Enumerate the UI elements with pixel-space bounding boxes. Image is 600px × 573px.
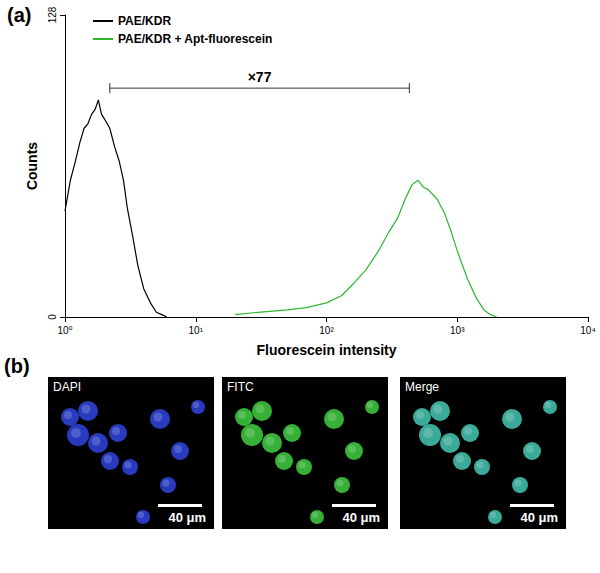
- svg-text:10¹: 10¹: [189, 325, 204, 336]
- svg-text:×77: ×77: [248, 69, 272, 85]
- html-text:40 μm: 40 μm: [168, 510, 206, 525]
- svg-text:Counts: Counts: [24, 142, 40, 190]
- html-text:FITC: FITC: [227, 380, 254, 394]
- svg-text:10⁰: 10⁰: [57, 325, 72, 336]
- svg-text:10³: 10³: [450, 325, 465, 336]
- svg-text:PAE/KDR + Apt-fluorescein: PAE/KDR + Apt-fluorescein: [118, 32, 272, 46]
- svg-text:10²: 10²: [319, 325, 334, 336]
- html-text:40 μm: 40 μm: [342, 510, 380, 525]
- svg-text:Fluorescein intensity: Fluorescein intensity: [256, 342, 396, 358]
- svg-text:128: 128: [47, 6, 58, 23]
- html-text:40 μm: 40 μm: [520, 510, 558, 525]
- html-text:Merge: Merge: [405, 380, 439, 394]
- svg-text:0: 0: [47, 314, 58, 320]
- svg-text:PAE/KDR: PAE/KDR: [118, 14, 171, 28]
- html-text:(b): (b): [4, 355, 30, 377]
- html-text:DAPI: DAPI: [53, 380, 81, 394]
- svg-text:(a): (a): [7, 4, 31, 26]
- svg-text:10⁴: 10⁴: [580, 325, 595, 336]
